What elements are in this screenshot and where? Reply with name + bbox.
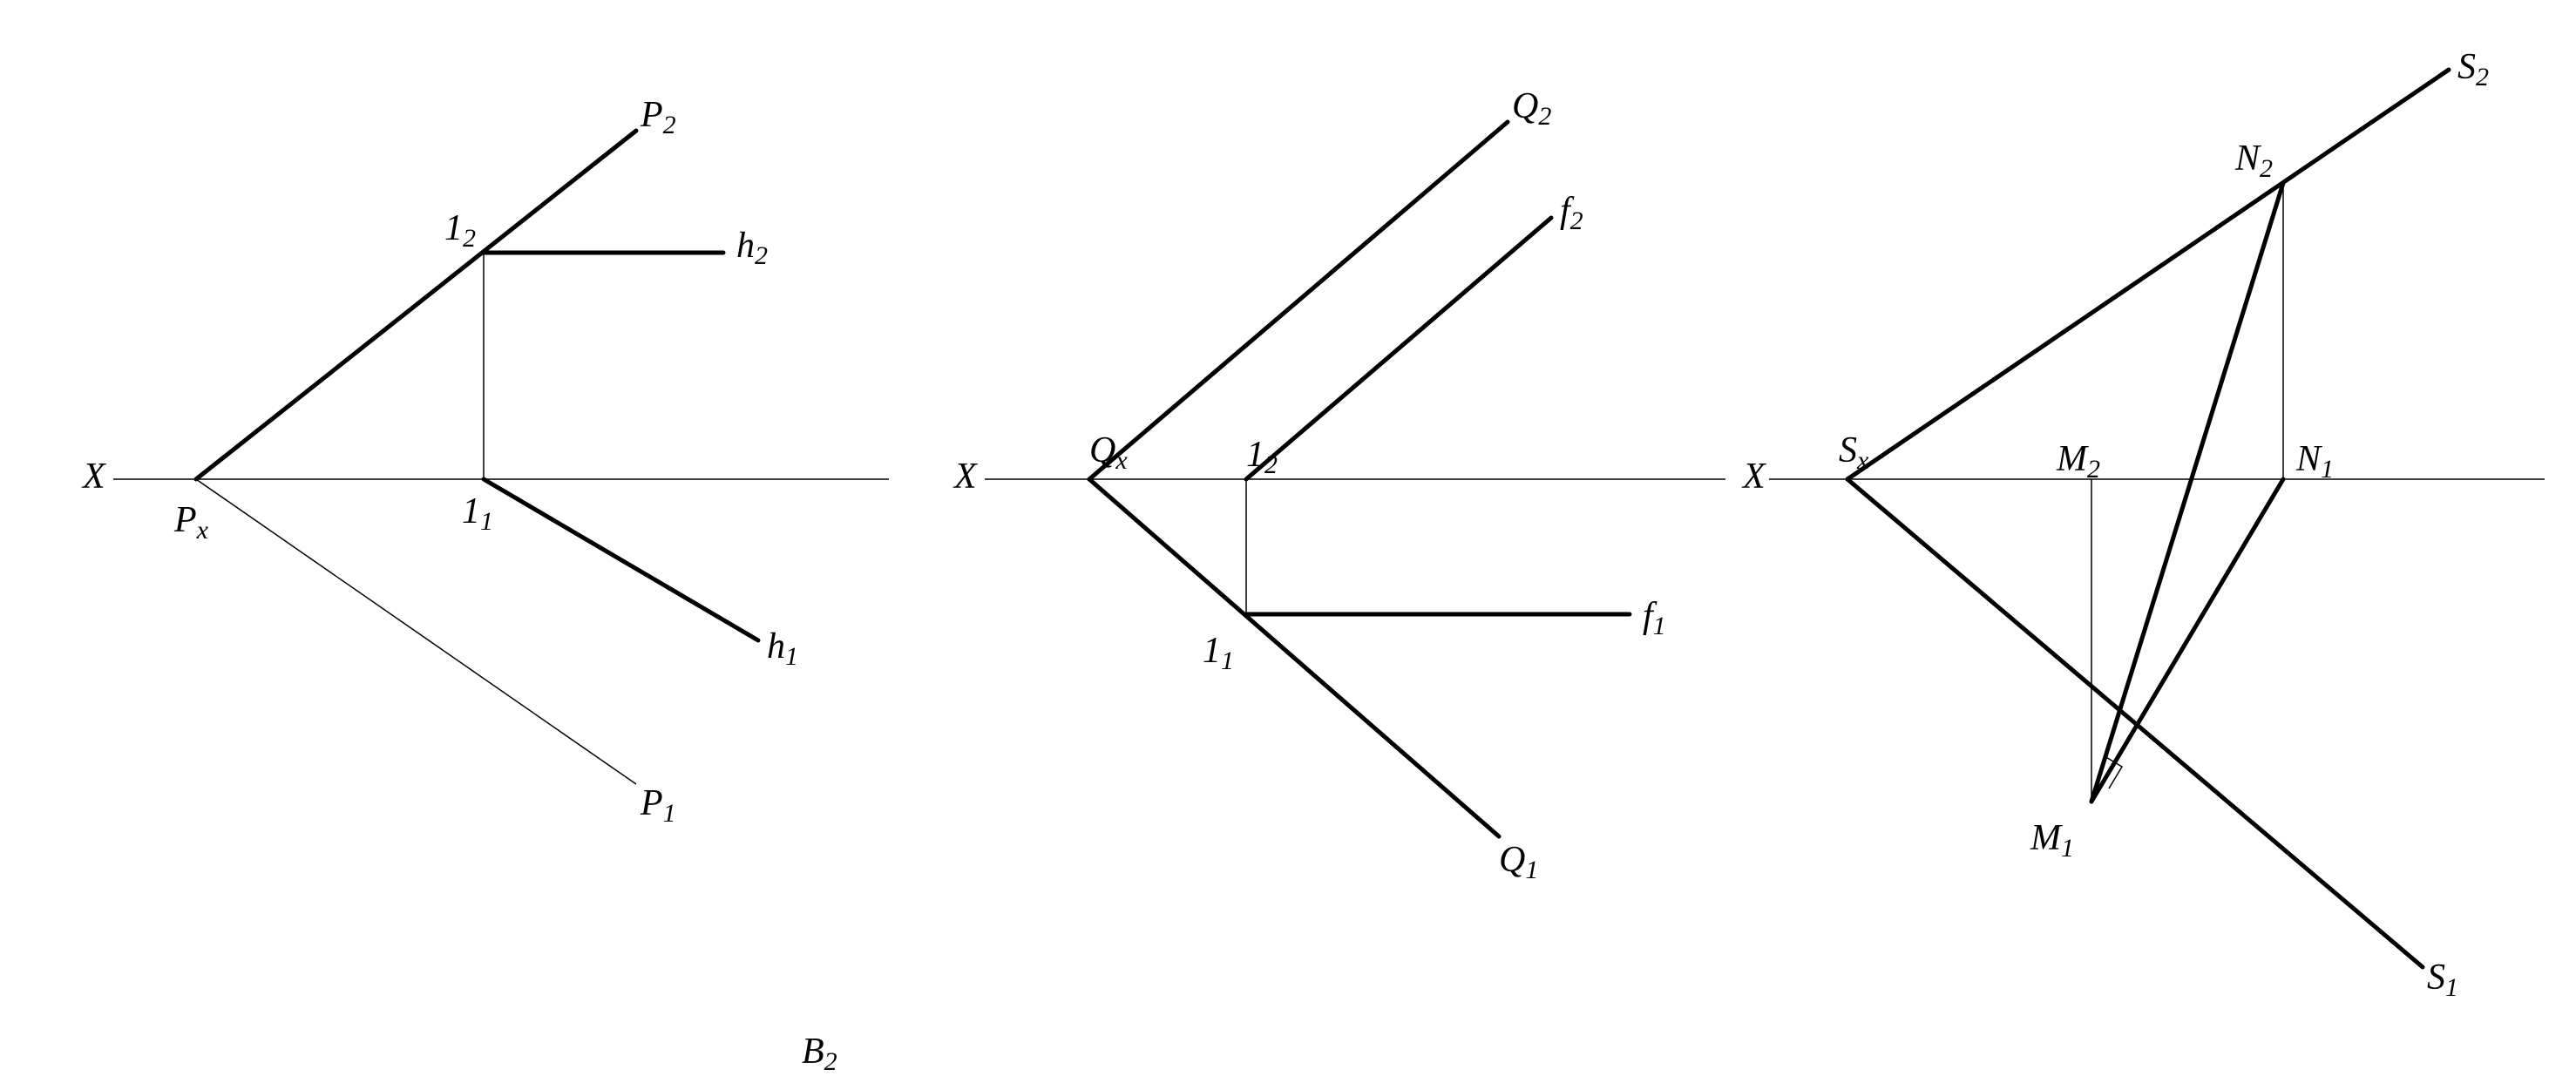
label-S1: S1 (2427, 958, 2458, 1002)
line-N1-M1 (2091, 479, 2283, 802)
diagram-canvas: X Px P2 P1 12 11 h2 h1 X Qx Q2 Q1 12 11 … (0, 0, 2576, 1076)
label-Q2: Q2 (1512, 86, 1551, 131)
label-N2: N2 (2234, 139, 2273, 183)
label-N1: N1 (2295, 439, 2334, 484)
label-B2: B2 (802, 1032, 837, 1076)
label-Sx: Sx (1839, 430, 1869, 475)
label-M1: M1 (2030, 818, 2074, 863)
label-12-center: 12 (1246, 435, 1278, 479)
label-h2: h2 (736, 226, 768, 270)
label-M2: M2 (2056, 439, 2100, 484)
line-Q2 (1089, 122, 1508, 479)
panel-left: X Px P2 P1 12 11 h2 h1 (81, 95, 889, 828)
label-X-left: X (81, 457, 107, 497)
label-11-left: 11 (462, 491, 493, 536)
panel-center: X Qx Q2 Q1 12 11 f2 f1 (952, 86, 1725, 884)
label-f2: f2 (1560, 191, 1583, 235)
label-Q1: Q1 (1499, 840, 1538, 884)
line-S2 (1847, 70, 2449, 479)
label-X-center: X (952, 457, 979, 497)
label-Qx: Qx (1089, 430, 1128, 475)
line-S1 (1847, 479, 2423, 967)
line-Q1 (1089, 479, 1499, 836)
label-11-center: 11 (1203, 631, 1234, 675)
label-f1: f1 (1643, 596, 1666, 640)
line-P2 (196, 131, 636, 479)
line-P1 (196, 479, 636, 784)
label-P2: P2 (640, 95, 676, 139)
label-12-left: 12 (444, 208, 476, 253)
line-f2 (1246, 218, 1551, 479)
label-P1: P1 (640, 783, 676, 828)
label-h1: h1 (767, 626, 798, 671)
label-Px: Px (173, 500, 209, 545)
line-N2-M1 (2091, 183, 2283, 802)
line-h1 (484, 479, 758, 640)
panel-right: X Sx S2 S1 N2 N1 M2 M1 (1741, 47, 2545, 1002)
label-X-right: X (1741, 457, 1767, 497)
label-S2: S2 (2457, 47, 2489, 91)
